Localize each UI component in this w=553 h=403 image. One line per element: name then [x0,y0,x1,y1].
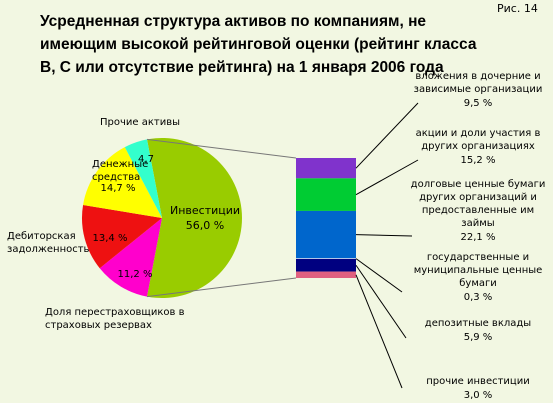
value-label: 22,1 % [460,232,496,243]
slice-label: Прочие активы [100,117,181,128]
slice-label: Денежные средства [92,159,149,183]
chart-title: Усредненная структура активов по компани… [40,13,477,76]
pie-slice [99,218,162,297]
bar-segment [296,158,356,179]
slice-label: Дебиторская задолженность [7,231,90,255]
value-label: 5,9 % [463,332,493,343]
pie-slice [147,138,242,298]
leader-line [355,274,403,389]
leader-line [355,102,419,169]
value-label: 9,5 % [463,98,493,109]
pie-slice [81,204,162,269]
figure-label: Рис. 14 [497,2,538,15]
value-label: 4,7 [138,154,154,165]
segment-label: долговые ценные бумаги других организаци… [408,178,548,244]
connector-line [146,277,297,298]
slice-name: Инвестиции [170,204,240,217]
leader-line [355,159,419,196]
segment-label: депозитные вклады 5,9 % [408,317,548,344]
bar-segment [296,258,356,259]
value-label: 3,0 % [463,390,493,401]
leader-line [355,234,413,237]
value-label: 15,2 % [460,155,496,166]
bar-segment [296,210,356,259]
segment-label: акции и доли участия в других организаци… [408,127,548,167]
slice-label: Доля перестраховщиков в страховых резерв… [45,307,185,331]
value-label: 0,3 % [463,292,493,303]
bar-segment [296,178,356,211]
leader-line [355,264,407,339]
bar-segment [296,271,356,278]
pie-slice [124,139,162,218]
bar-segment [296,258,356,272]
segment-label: государственные и муниципальные ценные б… [408,251,548,304]
connector-line [146,138,297,159]
leader-line [355,258,403,293]
value-label: 11,2 % [118,269,153,280]
value-label: 13,4 % [93,233,128,244]
value-label: 56,0 % [186,219,224,232]
pie-slice [83,147,162,218]
segment-label: вложения в дочерние и зависимые организа… [408,70,548,110]
segment-label: прочие инвестиции 3,0 % [408,375,548,402]
value-label: 14,7 % [101,183,136,194]
